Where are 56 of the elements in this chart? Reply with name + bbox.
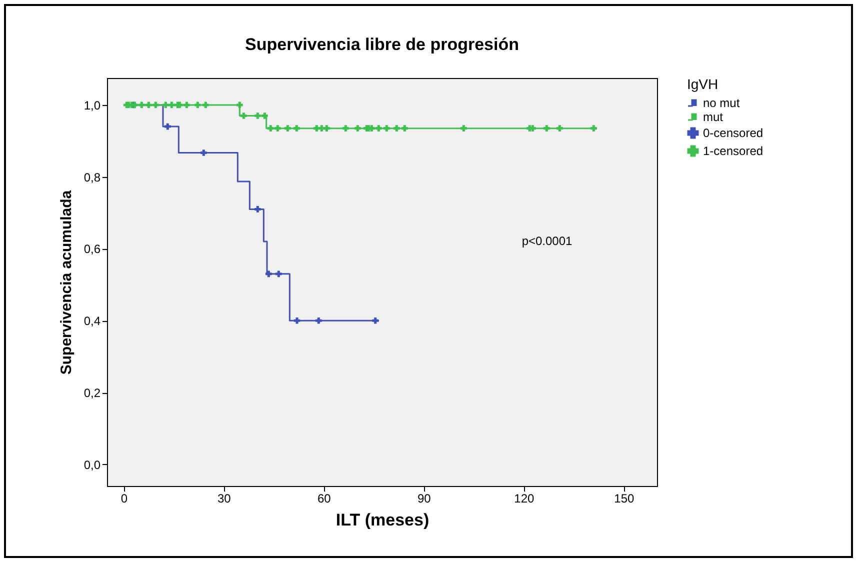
point — [342, 125, 349, 132]
y-tick-label: 0,4 — [84, 314, 101, 328]
chart-title: Supervivencia libre de progresión — [245, 35, 519, 54]
point — [254, 206, 261, 212]
x-tick-label: 120 — [514, 492, 534, 506]
point — [590, 125, 597, 132]
legend-label: 0-censored — [703, 126, 764, 140]
point — [354, 125, 361, 132]
y-tick-label: 1,0 — [84, 98, 101, 112]
x-tick-label: 30 — [217, 492, 232, 506]
point — [274, 125, 281, 132]
point — [556, 125, 563, 132]
point — [184, 102, 190, 108]
legend-title: IgVH — [687, 76, 718, 92]
x-tick-label: 60 — [317, 492, 332, 506]
point — [316, 317, 322, 324]
x-axis-title: ILT (meses) — [336, 510, 430, 530]
point — [152, 102, 159, 108]
y-tick-label: 0,6 — [84, 242, 101, 256]
point — [266, 270, 272, 278]
point — [402, 125, 408, 132]
point — [138, 102, 145, 108]
point — [200, 150, 207, 156]
point — [164, 123, 171, 130]
y-axis-title: Supervivencia acumulada — [58, 190, 75, 375]
point — [376, 125, 382, 132]
y-tick-label: 0,2 — [84, 386, 101, 400]
legend-label: 1-censored — [703, 144, 764, 158]
point — [276, 270, 282, 278]
y-tick-label: 0,8 — [84, 170, 101, 184]
point — [284, 125, 291, 132]
point — [162, 102, 169, 108]
x-tick-label: 0 — [120, 492, 128, 506]
point — [294, 125, 300, 132]
point — [372, 317, 378, 324]
point — [194, 102, 201, 108]
point — [262, 112, 268, 119]
point — [294, 317, 300, 324]
point — [236, 102, 243, 108]
legend-label: no mut — [703, 96, 740, 110]
point — [240, 112, 247, 119]
point — [544, 125, 550, 132]
point — [168, 102, 175, 108]
x-tick-label: 90 — [417, 492, 432, 506]
x-tick-label: 150 — [614, 492, 634, 506]
legend-label: mut — [703, 110, 724, 124]
point — [324, 125, 330, 132]
annotation: p<0.0001 — [522, 234, 573, 248]
point — [384, 125, 390, 132]
point — [460, 125, 467, 132]
point — [202, 102, 209, 108]
point — [268, 125, 274, 132]
point — [146, 102, 152, 108]
point — [394, 125, 400, 132]
y-tick-label: 0,0 — [84, 458, 101, 472]
point — [254, 112, 261, 119]
